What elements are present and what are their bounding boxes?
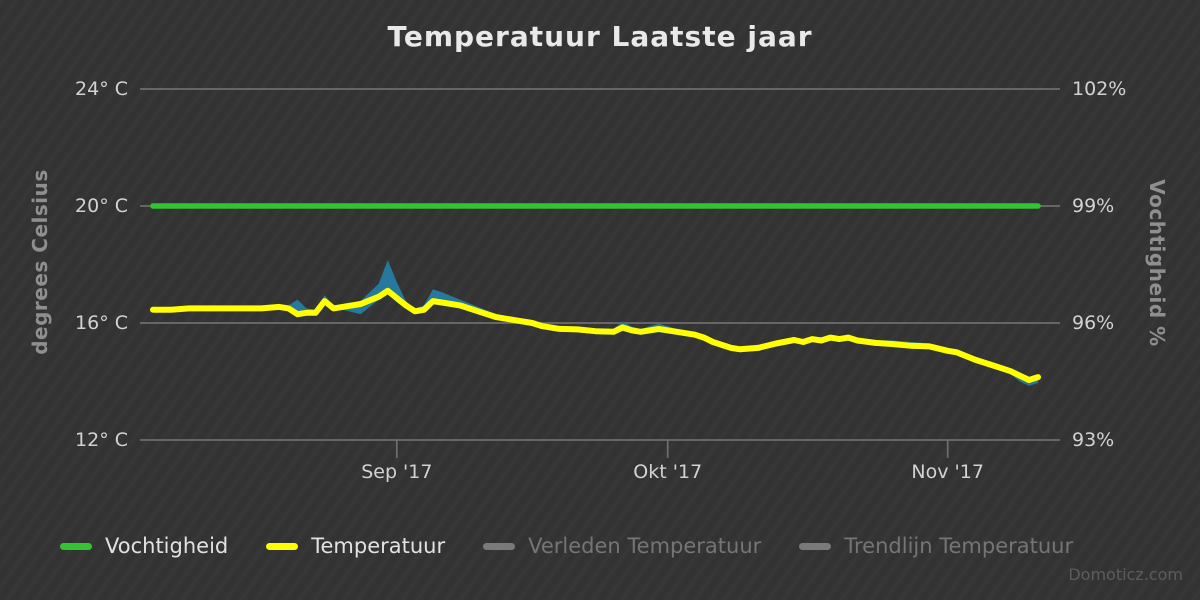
x-tick-okt: Okt '17 (633, 461, 703, 483)
legend: Vochtigheid Temperatuur Verleden Tempera… (60, 534, 1073, 558)
legend-item-trendlijn-temperatuur[interactable]: Trendlijn Temperatuur (799, 534, 1073, 558)
chart-title: Temperatuur Laatste jaar (387, 20, 813, 53)
domoticz-watermark: Domoticz.com (1068, 565, 1183, 584)
y-left-tick-12: 12° C (75, 429, 128, 451)
y-right-tick-99: 99% (1072, 195, 1115, 217)
x-tick-sep: Sep '17 (361, 461, 433, 483)
legend-item-temperatuur[interactable]: Temperatuur (266, 534, 445, 558)
y-axis-right-title: Vochtigheid % (1145, 179, 1169, 347)
legend-swatch-vochtigheid-icon (60, 542, 92, 550)
legend-label-verleden-temperatuur: Verleden Temperatuur (528, 534, 762, 558)
legend-label-trendlijn-temperatuur: Trendlijn Temperatuur (844, 534, 1074, 558)
y-right-tick-93: 93% (1072, 429, 1115, 451)
y-left-tick-24: 24° C (75, 78, 128, 100)
y-left-tick-16: 16° C (75, 312, 128, 334)
y-right-tick-96: 96% (1072, 312, 1115, 334)
y-left-tick-20: 20° C (75, 195, 128, 217)
x-tick-nov: Nov '17 (911, 461, 984, 483)
legend-item-vochtigheid[interactable]: Vochtigheid (60, 534, 228, 558)
y-right-tick-102: 102% (1072, 78, 1127, 100)
legend-label-vochtigheid: Vochtigheid (105, 534, 229, 558)
legend-swatch-temperatuur-icon (266, 542, 299, 550)
legend-label-temperatuur: Temperatuur (311, 534, 446, 558)
legend-item-verleden-temperatuur[interactable]: Verleden Temperatuur (483, 534, 761, 558)
legend-swatch-verleden-temperatuur-icon (483, 542, 516, 550)
legend-swatch-trendlijn-temperatuur-icon (799, 542, 832, 550)
